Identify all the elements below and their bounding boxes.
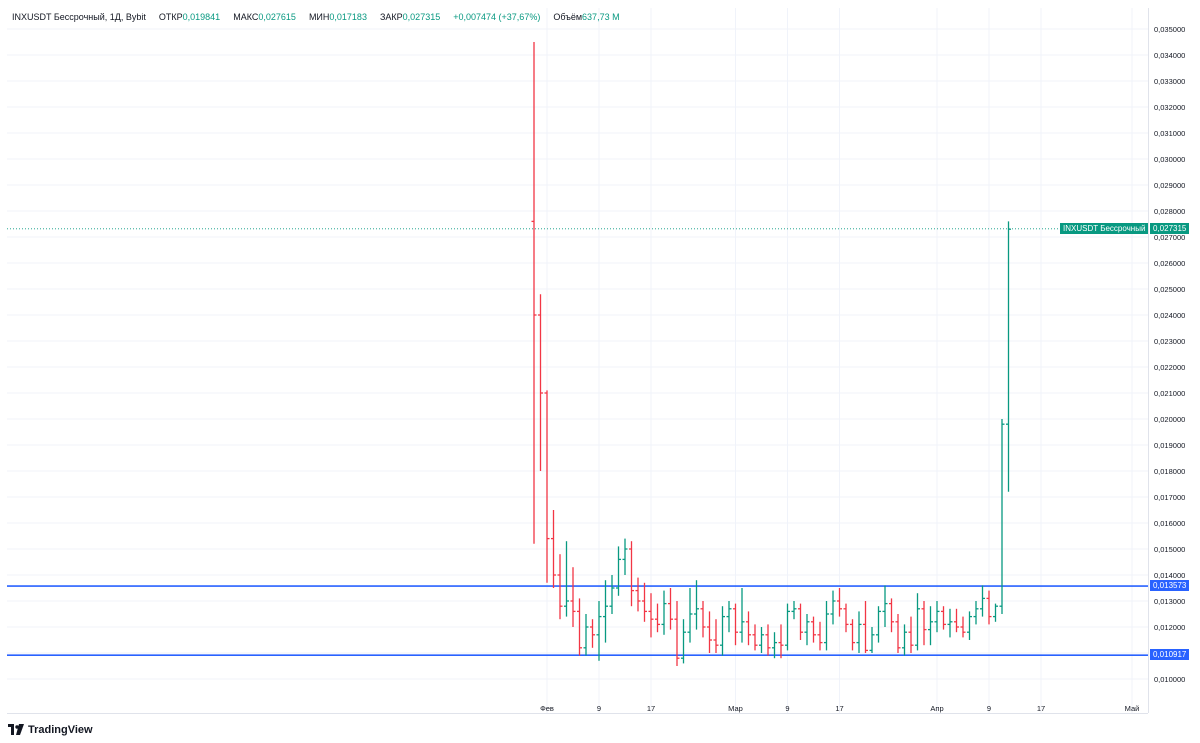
last-price-symbol-tag: INXUSDT Бессрочный <box>1060 222 1149 234</box>
x-tick-label: 9 <box>785 704 789 713</box>
y-tick-label: 0,023000 <box>1154 337 1185 346</box>
low-value: 0,017183 <box>329 12 367 22</box>
y-tick-label: 0,029000 <box>1154 181 1185 190</box>
x-tick-label: Апр <box>930 704 943 713</box>
y-tick-label: 0,032000 <box>1154 103 1185 112</box>
y-tick-label: 0,027000 <box>1154 233 1185 242</box>
y-tick-label: 0,035000 <box>1154 25 1185 34</box>
symbol-title[interactable]: INXUSDT Бессрочный, 1Д, Bybit <box>12 12 146 22</box>
y-tick-label: 0,012000 <box>1154 623 1185 632</box>
close-label: ЗАКР <box>379 12 403 22</box>
last-price-tag: 0,027315 <box>1150 222 1190 234</box>
y-tick-label: 0,014000 <box>1154 571 1185 580</box>
tradingview-branding[interactable]: TradingView <box>8 724 93 736</box>
y-tick-label: 0,022000 <box>1154 363 1185 372</box>
tradingview-logo-icon <box>8 724 24 736</box>
x-tick-label: 9 <box>987 704 991 713</box>
y-tick-label: 0,016000 <box>1154 519 1185 528</box>
y-tick-label: 0,015000 <box>1154 545 1185 554</box>
x-tick-label: Фев <box>540 704 554 713</box>
x-tick-label: 17 <box>1037 704 1045 713</box>
y-tick-label: 0,010000 <box>1154 675 1185 684</box>
tradingview-wordmark: TradingView <box>28 724 93 736</box>
lower-line-price-tag: 0,010917 <box>1150 649 1190 661</box>
y-tick-label: 0,018000 <box>1154 467 1185 476</box>
y-tick-label: 0,017000 <box>1154 493 1185 502</box>
y-tick-label: 0,013000 <box>1154 597 1185 606</box>
y-tick-label: 0,024000 <box>1154 311 1185 320</box>
y-tick-label: 0,020000 <box>1154 415 1185 424</box>
x-tick-label: 17 <box>647 704 655 713</box>
y-tick-label: 0,033000 <box>1154 77 1185 86</box>
x-tick-label: 17 <box>835 704 843 713</box>
x-tick-label: 9 <box>597 704 601 713</box>
symbol-legend: INXUSDT Бессрочный, 1Д, Bybit ОТКР0,0198… <box>12 12 620 22</box>
volume-label: Объём <box>553 12 583 22</box>
plot-area[interactable] <box>7 8 1148 713</box>
change-value: +0,007474 (+37,67%) <box>453 12 541 22</box>
x-tick-label: Мар <box>728 704 743 713</box>
close-value: 0,027315 <box>402 12 441 22</box>
y-tick-label: 0,034000 <box>1154 51 1185 60</box>
y-tick-label: 0,028000 <box>1154 207 1185 216</box>
open-label: ОТКР <box>158 12 183 22</box>
volume-value: 637,73 M <box>582 12 620 22</box>
y-tick-label: 0,021000 <box>1154 389 1185 398</box>
high-value: 0,027615 <box>258 12 296 22</box>
y-tick-label: 0,031000 <box>1154 129 1185 138</box>
upper-line-price-tag: 0,013573 <box>1150 580 1190 592</box>
high-label: МАКС <box>233 12 259 22</box>
low-label: МИН <box>308 12 330 22</box>
y-tick-label: 0,025000 <box>1154 285 1185 294</box>
y-tick-label: 0,019000 <box>1154 441 1185 450</box>
y-tick-label: 0,026000 <box>1154 259 1185 268</box>
x-tick-label: Май <box>1125 704 1140 713</box>
open-value: 0,019841 <box>182 12 221 22</box>
y-tick-label: 0,030000 <box>1154 155 1185 164</box>
